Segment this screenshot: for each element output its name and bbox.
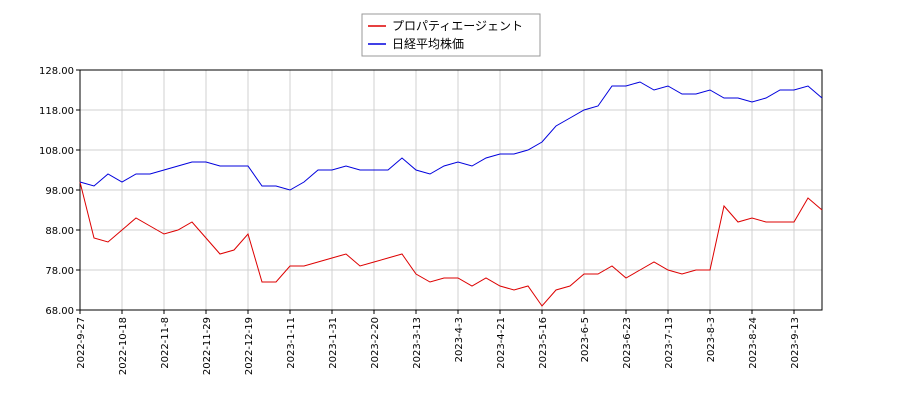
x-tick-label: 2023-5-16 — [538, 317, 549, 369]
x-tick-label: 2022-9-27 — [76, 317, 87, 369]
x-tick-label: 2023-1-11 — [286, 317, 297, 369]
x-tick-label: 2022-11-8 — [160, 317, 171, 369]
x-tick-label: 2023-6-5 — [580, 317, 591, 362]
x-tick-label: 2022-10-18 — [118, 317, 129, 375]
x-tick-label: 2023-1-31 — [328, 317, 339, 369]
x-tick-label: 2023-3-13 — [412, 317, 423, 369]
y-tick-label: 98.00 — [45, 186, 74, 197]
y-tick-label: 128.00 — [39, 66, 74, 77]
series-line — [79, 181, 823, 307]
x-tick-label: 2023-2-20 — [370, 317, 381, 369]
x-tick-label: 2022-11-29 — [202, 317, 213, 375]
x-tick-label: 2023-6-23 — [622, 317, 633, 369]
plot-frame — [79, 69, 823, 311]
y-tick-label: 78.00 — [45, 266, 74, 277]
x-tick-label: 2023-7-13 — [664, 317, 675, 369]
legend-box — [361, 13, 541, 57]
y-tick-label: 88.00 — [45, 226, 74, 237]
x-tick-label: 2022-12-19 — [244, 317, 255, 375]
y-tick-label: 118.00 — [39, 106, 74, 117]
legend-label: 日経平均株価 — [392, 36, 464, 51]
x-tick-label: 2023-8-3 — [706, 317, 717, 362]
x-tick-label: 2023-4-3 — [454, 317, 465, 362]
y-tick-label: 108.00 — [39, 146, 74, 157]
x-tick-label: 2023-9-13 — [790, 317, 801, 369]
x-tick-label: 2023-8-24 — [748, 317, 759, 369]
legend-label: プロパティエージェント — [392, 19, 523, 33]
series-line — [79, 81, 823, 191]
x-tick-label: 2023-4-21 — [496, 317, 507, 369]
y-tick-label: 68.00 — [45, 306, 74, 317]
